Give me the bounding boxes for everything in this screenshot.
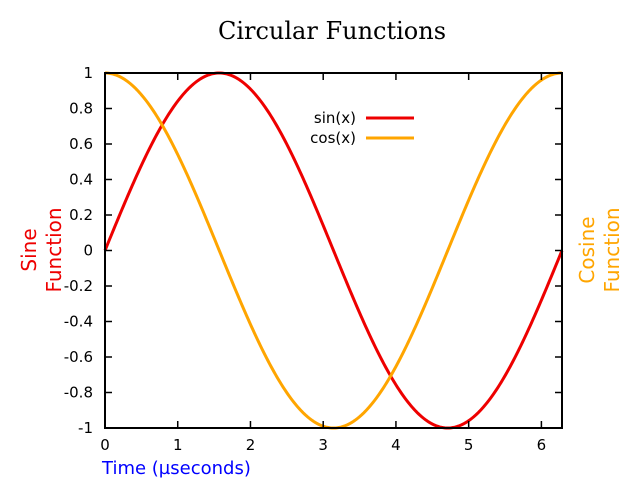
y-tick-label: -0.8 (64, 384, 93, 402)
x-tick-label: 2 (246, 436, 256, 454)
legend-label: cos(x) (310, 129, 356, 147)
y-axis-label-right-line: Cosine (575, 216, 599, 283)
y-tick-label: 1 (83, 64, 93, 82)
legend-label: sin(x) (314, 109, 356, 127)
series-line-sin (103, 71, 564, 430)
y-axis-ticks: 1 0.8 0.6 0.4 0.2 0 -0.2 -0.4 -0.6 -0.8 -1 (64, 64, 562, 437)
x-tick-label: 3 (318, 436, 328, 454)
y-tick-label: 0.4 (69, 171, 93, 189)
chart-legend: sin(x) cos(x) (310, 109, 414, 147)
x-tick-label: 1 (173, 436, 183, 454)
y-axis-label-right: CosineFunction (575, 207, 624, 292)
y-axis-label-left: SineFunction (17, 207, 66, 292)
y-axis-label-right-text: CosineFunction (575, 207, 624, 292)
x-tick-label: 4 (391, 436, 401, 454)
y-tick-label: -0.4 (64, 313, 93, 331)
y-tick-label: -0.2 (64, 277, 93, 295)
y-axis-label-left-line: Function (42, 207, 66, 292)
chart-title: Circular Functions (218, 17, 446, 45)
y-tick-label: 0.6 (69, 135, 93, 153)
y-axis-label-left-line: Sine (17, 228, 41, 271)
y-axis-label-left-text: SineFunction (17, 207, 66, 292)
y-tick-label: -1 (78, 419, 93, 437)
y-tick-label: -0.6 (64, 348, 93, 366)
y-tick-label: 0.8 (69, 100, 93, 118)
x-tick-label: 5 (464, 436, 474, 454)
y-tick-label: 0 (83, 242, 93, 260)
x-tick-label: 0 (100, 436, 110, 454)
x-axis-ticks: 0 1 2 3 4 5 6 (100, 73, 546, 454)
x-axis-label: Time (µseconds) (101, 458, 251, 479)
x-tick-label: 6 (537, 436, 547, 454)
y-axis-label-right-line: Function (600, 207, 624, 292)
y-tick-label: 0.2 (69, 206, 93, 224)
